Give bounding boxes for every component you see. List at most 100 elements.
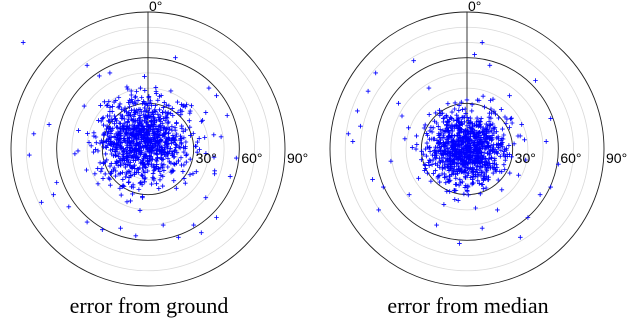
data-point	[169, 140, 174, 146]
data-point	[92, 171, 98, 177]
data-point	[480, 125, 486, 131]
data-point	[468, 119, 474, 125]
data-point	[142, 88, 148, 93]
data-point	[124, 126, 129, 132]
data-point	[113, 161, 119, 166]
data-point	[469, 102, 475, 107]
data-point	[120, 177, 126, 182]
data-point	[129, 166, 135, 171]
data-point	[98, 169, 104, 174]
data-point	[165, 110, 171, 115]
data-point	[350, 139, 356, 144]
data-point	[151, 117, 157, 123]
data-point	[131, 114, 137, 119]
data-point	[169, 127, 175, 133]
data-point	[95, 166, 100, 171]
data-point	[121, 161, 127, 167]
data-point	[502, 167, 507, 172]
data-point	[431, 171, 436, 176]
data-point	[158, 165, 164, 170]
data-point	[445, 141, 451, 147]
data-point	[455, 198, 461, 203]
data-point	[154, 181, 159, 186]
data-point	[145, 115, 151, 120]
data-point	[436, 133, 442, 138]
data-point	[143, 140, 148, 146]
data-point	[494, 150, 499, 155]
data-point	[117, 120, 122, 126]
data-point	[164, 138, 169, 144]
r-tick-label: 30°	[515, 150, 536, 166]
data-point	[154, 118, 159, 124]
data-point	[156, 141, 162, 146]
data-point	[137, 165, 143, 171]
data-point	[224, 113, 230, 118]
data-point	[441, 119, 446, 125]
data-point	[501, 153, 507, 159]
data-point	[493, 111, 498, 117]
data-point	[471, 180, 476, 186]
data-point	[162, 152, 167, 157]
data-point	[479, 40, 485, 45]
data-point	[165, 156, 171, 161]
data-point	[498, 148, 504, 153]
data-point	[133, 94, 138, 100]
data-point	[173, 134, 179, 140]
data-point	[166, 103, 172, 109]
data-point	[459, 142, 465, 148]
data-point	[105, 142, 111, 148]
data-point	[490, 125, 496, 131]
data-point	[98, 118, 104, 124]
data-point	[187, 110, 193, 116]
data-point	[483, 126, 489, 131]
data-point	[84, 219, 90, 225]
data-point	[489, 128, 494, 134]
data-point	[158, 119, 163, 124]
data-point	[427, 149, 433, 154]
data-point	[490, 96, 496, 102]
data-point	[489, 155, 494, 160]
data-point	[507, 170, 513, 176]
data-point	[456, 182, 462, 188]
data-point	[156, 186, 162, 191]
data-point	[452, 100, 458, 106]
data-point	[155, 165, 161, 171]
data-point	[460, 156, 465, 162]
data-point	[115, 163, 121, 168]
data-point	[122, 136, 127, 141]
data-point	[125, 120, 130, 125]
data-point	[449, 124, 455, 129]
data-point	[139, 95, 144, 100]
data-point	[431, 148, 437, 153]
data-point	[462, 185, 468, 190]
caption-right: error from median	[387, 293, 549, 318]
data-point	[132, 162, 137, 168]
data-point	[484, 133, 489, 138]
data-point	[129, 97, 134, 102]
data-point	[494, 129, 499, 134]
data-point	[100, 176, 106, 181]
data-point	[426, 163, 432, 168]
data-point	[388, 158, 394, 164]
data-point	[433, 144, 438, 150]
data-point	[171, 178, 177, 183]
data-point	[54, 180, 59, 185]
data-point	[473, 205, 478, 211]
data-point	[187, 156, 193, 162]
data-point	[160, 133, 165, 138]
data-point	[174, 143, 179, 148]
data-point	[94, 140, 99, 145]
data-point	[112, 113, 117, 119]
data-point	[487, 123, 493, 128]
data-point	[461, 140, 466, 145]
data-point	[175, 99, 180, 105]
data-point	[119, 115, 124, 121]
data-point	[66, 204, 72, 210]
data-point	[421, 151, 426, 157]
data-point	[373, 70, 378, 76]
data-point	[178, 155, 184, 160]
data-point	[107, 163, 113, 169]
data-point	[109, 170, 114, 176]
data-point	[93, 134, 99, 140]
data-point	[478, 165, 484, 170]
